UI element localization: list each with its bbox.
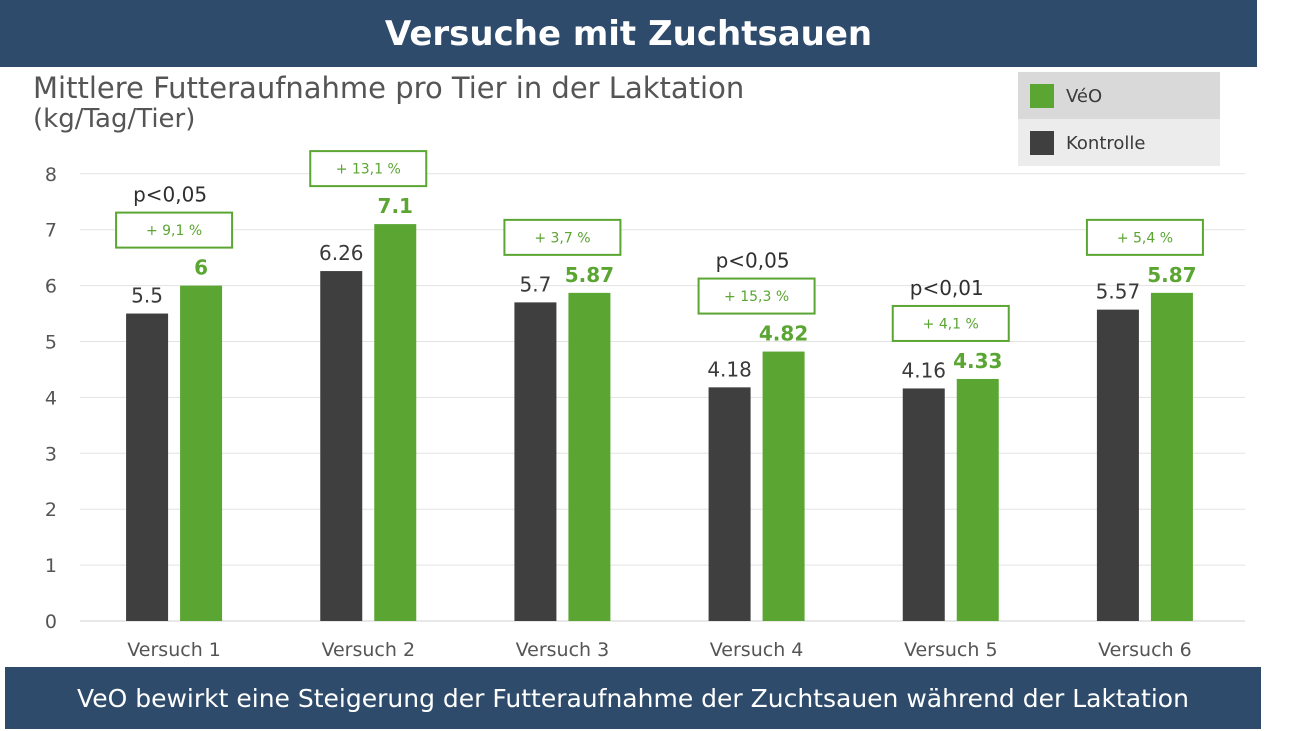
increase-label: + 3,7 % <box>534 230 590 246</box>
data-label-veo: 4.33 <box>953 349 1002 373</box>
y-tick-label: 1 <box>45 555 57 577</box>
x-tick-label: Versuch 3 <box>516 639 610 661</box>
bar-kontrolle <box>126 313 169 621</box>
significance-label: p<0,05 <box>133 183 207 207</box>
page-title: Versuche mit Zuchtsauen <box>384 13 873 54</box>
data-label-kontrolle: 4.16 <box>901 358 946 382</box>
y-tick-label: 5 <box>45 332 57 354</box>
increase-box <box>115 211 234 249</box>
data-label-kontrolle: 5.7 <box>520 272 552 296</box>
x-tick-label: Versuch 1 <box>127 639 221 661</box>
significance-label: p<0,01 <box>910 276 984 300</box>
bar-kontrolle <box>514 302 557 621</box>
bar-kontrolle <box>1096 309 1139 621</box>
increase-box <box>891 304 1010 342</box>
data-label-kontrolle: 4.18 <box>707 357 752 381</box>
increase-box <box>1085 218 1204 256</box>
legend-swatch <box>1030 84 1054 108</box>
bar-kontrolle <box>320 271 363 621</box>
data-label-kontrolle: 5.57 <box>1096 280 1141 304</box>
chart-title-block: Mittlere Futteraufnahme pro Tier in der … <box>33 71 745 135</box>
bar-veo <box>374 224 417 622</box>
increase-label: + 9,1 % <box>146 223 202 239</box>
y-tick-label: 0 <box>45 611 57 633</box>
data-label-veo: 5.87 <box>565 263 614 287</box>
y-tick-label: 4 <box>45 387 57 409</box>
bar-veo <box>1150 292 1193 621</box>
increase-label: + 13,1 % <box>336 162 401 178</box>
legend-label: Kontrolle <box>1066 133 1145 154</box>
chart-title: Mittlere Futteraufnahme pro Tier in der … <box>33 71 745 105</box>
legend-label: VéO <box>1066 86 1102 107</box>
y-tick-label: 6 <box>45 276 57 298</box>
x-tick-label: Versuch 6 <box>1098 639 1192 661</box>
legend-swatch <box>1030 131 1054 155</box>
increase-label: + 5,4 % <box>1117 230 1173 246</box>
y-tick-label: 7 <box>45 220 57 242</box>
increase-label: + 15,3 % <box>724 289 789 305</box>
increase-label: + 4,1 % <box>923 316 979 332</box>
x-tick-label: Versuch 2 <box>321 639 415 661</box>
data-label-veo: 6 <box>194 256 208 280</box>
data-label-veo: 7.1 <box>378 194 413 218</box>
bar-kontrolle <box>708 387 751 621</box>
y-tick-label: 2 <box>45 499 57 521</box>
increase-box <box>503 218 622 256</box>
footer-text: VeO bewirkt eine Steigerung der Futterau… <box>77 683 1189 713</box>
increase-box <box>697 277 816 315</box>
bar-veo <box>568 292 611 621</box>
x-tick-label: Versuch 4 <box>710 639 804 661</box>
increase-box <box>309 150 428 188</box>
significance-label: p<0,05 <box>716 249 790 273</box>
chart-subtitle: (kg/Tag/Tier) <box>33 104 196 135</box>
footer-banner: VeO bewirkt eine Steigerung der Futterau… <box>5 667 1261 729</box>
y-tick-label: 8 <box>45 164 57 186</box>
bar-kontrolle <box>902 388 945 621</box>
bar-veo <box>180 285 223 621</box>
data-label-veo: 5.87 <box>1147 263 1196 287</box>
bar-veo <box>956 378 999 621</box>
data-label-veo: 4.82 <box>759 322 808 346</box>
data-label-kontrolle: 5.5 <box>131 284 163 308</box>
bar-veo <box>762 351 805 621</box>
header-banner: Versuche mit Zuchtsauen <box>0 0 1257 67</box>
x-tick-label: Versuch 5 <box>904 639 998 661</box>
y-tick-label: 3 <box>45 443 57 465</box>
data-label-kontrolle: 6.26 <box>319 241 364 265</box>
